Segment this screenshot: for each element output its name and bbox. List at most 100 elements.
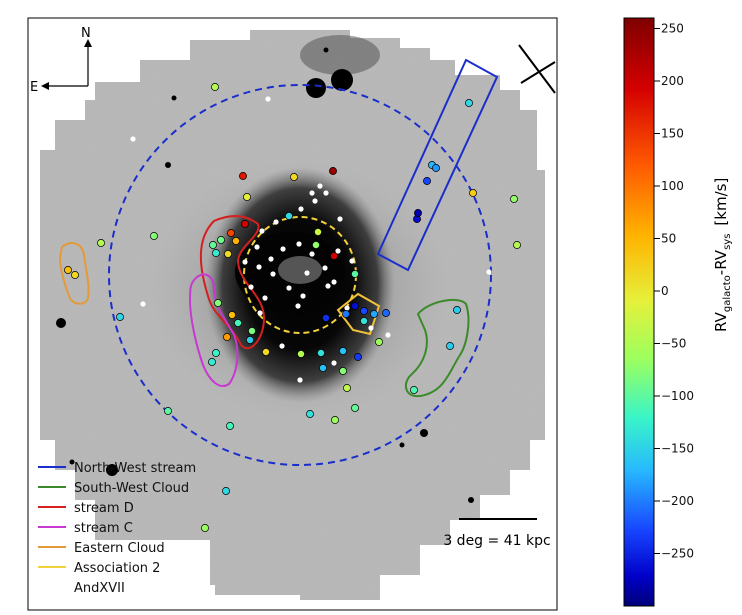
data-point: [164, 407, 172, 415]
colorbar-tick-label: −100: [661, 389, 694, 403]
data-point: [224, 250, 232, 258]
data-point: [296, 241, 302, 247]
data-point: [201, 524, 209, 532]
data-point: [317, 183, 323, 189]
east-arrowhead: [41, 82, 49, 90]
bright-star: [323, 47, 329, 53]
data-point: [290, 173, 298, 181]
data-point: [297, 377, 303, 383]
data-point: [234, 319, 242, 327]
bright-star: [399, 442, 405, 448]
data-point: [232, 237, 240, 245]
data-point: [254, 244, 260, 250]
cross-line-b: [520, 61, 556, 84]
colorbar-tick-label: −200: [661, 494, 694, 508]
data-point: [370, 310, 378, 318]
data-point: [414, 209, 422, 217]
data-point: [116, 313, 124, 321]
data-point: [285, 212, 293, 220]
outer-radius-circle: [108, 84, 492, 466]
data-point: [280, 246, 286, 252]
data-point: [97, 239, 105, 247]
data-point: [211, 83, 219, 91]
data-point: [223, 333, 231, 341]
orientation-cross: [518, 44, 556, 94]
data-point: [312, 241, 320, 249]
legend-label: AndXVII: [74, 581, 125, 596]
legend: North-West stream South-West Cloud stream …: [38, 461, 196, 596]
satellite-glow: [300, 35, 380, 75]
compass: N E: [30, 26, 92, 95]
data-point: [339, 347, 347, 355]
colorbar-tick-label: 250: [661, 22, 684, 36]
data-point: [262, 348, 270, 356]
data-point: [279, 343, 285, 349]
stream-c-region: [188, 273, 239, 387]
data-point: [465, 99, 473, 107]
data-point: [208, 358, 216, 366]
data-point: [360, 317, 368, 325]
north-west-stream-region: [376, 58, 499, 272]
data-point: [300, 293, 306, 299]
data-point: [331, 416, 339, 424]
legend-label: South-West Cloud: [74, 481, 189, 496]
data-point: [270, 271, 276, 277]
data-point: [513, 241, 521, 249]
colorbar-label: RVgalacto-RVsys[km/s]: [712, 178, 733, 332]
bright-star: [69, 459, 75, 465]
data-point: [330, 252, 338, 260]
data-point: [248, 327, 256, 335]
data-point: [344, 305, 350, 311]
data-point: [209, 241, 217, 249]
data-point: [322, 314, 330, 322]
colorbar-tick-label: 150: [661, 127, 684, 141]
bright-star: [171, 95, 177, 101]
bright-star: [331, 69, 353, 91]
data-point: [343, 384, 351, 392]
scale-bar-label: 3 deg = 41 kpc: [443, 533, 550, 549]
data-point: [295, 303, 301, 309]
bright-star: [56, 318, 66, 328]
colorbar-tick-label: −150: [661, 442, 694, 456]
data-point: [217, 236, 225, 244]
north-label: N: [81, 26, 91, 41]
data-point: [510, 195, 518, 203]
colorbar-tick-label: 200: [661, 74, 684, 88]
data-point: [446, 342, 454, 350]
data-point: [351, 302, 359, 310]
data-point: [385, 332, 391, 338]
data-point: [342, 310, 350, 318]
north-arrowhead: [84, 39, 92, 47]
data-point: [309, 190, 315, 196]
data-point: [150, 232, 158, 240]
data-point: [360, 307, 368, 315]
data-point: [222, 487, 230, 495]
colorbar-tick-label: 100: [661, 179, 684, 193]
data-point: [325, 283, 331, 289]
data-point: [329, 167, 337, 175]
bright-star: [306, 78, 326, 98]
data-point: [322, 265, 328, 271]
south-west-cloud-region: [404, 298, 470, 398]
colorbar-ticks: 250 200 150 100 50 0 −50 −100 −150 −200 −250: [654, 22, 694, 561]
data-point: [335, 248, 341, 254]
sky-map: [40, 30, 545, 600]
bright-star: [165, 162, 171, 168]
data-point: [453, 306, 461, 314]
data-point: [212, 249, 220, 257]
data-point: [239, 172, 247, 180]
data-point: [410, 386, 418, 394]
east-label: E: [30, 80, 38, 95]
data-point: [339, 367, 347, 375]
data-point: [297, 350, 305, 358]
data-point: [309, 251, 315, 257]
star-points: [64, 83, 521, 532]
data-point: [314, 228, 322, 236]
bright-star: [420, 429, 428, 437]
data-point: [354, 353, 362, 361]
colorbar-tick-label: 0: [661, 284, 669, 298]
data-point: [486, 269, 492, 275]
data-point: [268, 256, 274, 262]
data-point: [248, 284, 254, 290]
data-point: [64, 266, 72, 274]
